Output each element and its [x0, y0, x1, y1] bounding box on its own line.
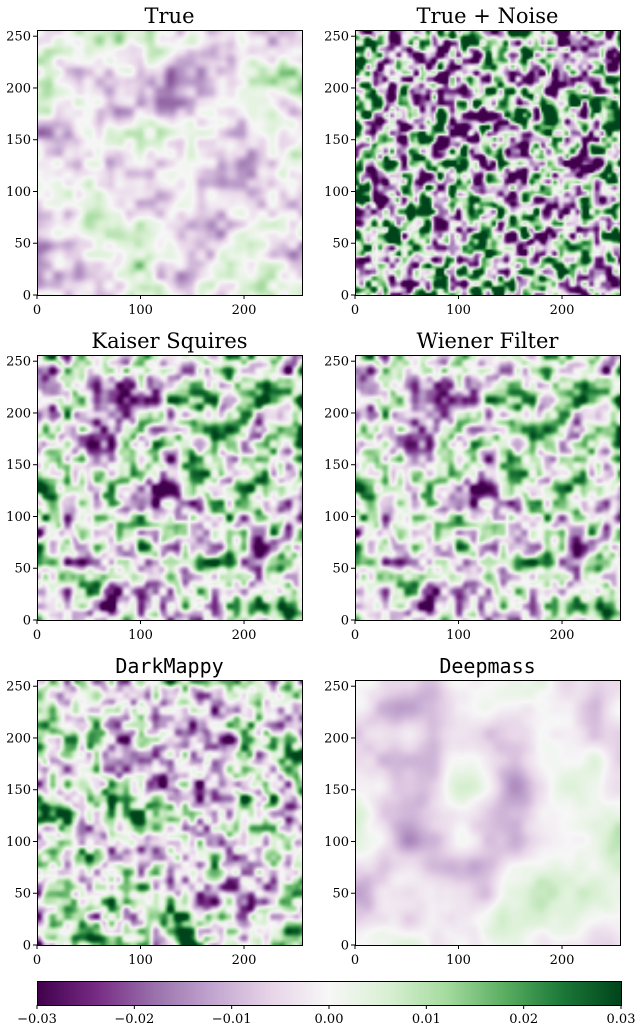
panel-true: True 0 100 200 0 50 100 150 200 250: [6, 4, 303, 318]
axes-frame: [37, 355, 303, 621]
colorbar-tick-label: −0.01: [212, 1012, 252, 1027]
x-tick-label: 200: [232, 303, 257, 318]
y-tick-label: 200: [6, 731, 31, 746]
y-tick-label: 250: [324, 680, 349, 695]
panel-deepmass: Deepmass 0 100 200 0 50 100 150 200 250: [324, 654, 621, 968]
y-tick-label: 50: [332, 237, 349, 252]
colorbar-tick-label: 0.03: [607, 1012, 636, 1027]
y-tick-label: 0: [341, 614, 349, 629]
x-tick-label: 200: [550, 953, 575, 968]
y-tick-label: 250: [6, 30, 31, 45]
y-tick-label: 150: [324, 133, 349, 148]
y-tick-label: 100: [324, 185, 349, 200]
y-tick-label: 200: [324, 81, 349, 96]
y-tick-label: 100: [6, 835, 31, 850]
heatmap-image: [355, 355, 620, 620]
x-tick-label: 100: [446, 303, 471, 318]
x-tick-label: 0: [351, 953, 359, 968]
y-tick-label: 200: [324, 731, 349, 746]
y-tick-label: 100: [6, 185, 31, 200]
panel-title: DarkMappy: [115, 654, 223, 678]
heatmap-image: [355, 680, 620, 945]
x-tick-label: 100: [128, 303, 153, 318]
axes-frame: [355, 30, 621, 296]
y-tick-label: 250: [324, 30, 349, 45]
y-tick-label: 250: [324, 355, 349, 370]
heatmap-image: [355, 30, 620, 295]
x-tick-label: 200: [550, 303, 575, 318]
x-tick-label: 100: [446, 953, 471, 968]
x-tick-label: 0: [33, 303, 41, 318]
x-tick-label: 200: [232, 953, 257, 968]
colorbar-tick-label: 0.00: [315, 1012, 344, 1027]
axes-frame: [355, 680, 621, 946]
panel-title: Wiener Filter: [417, 329, 560, 353]
y-tick-label: 150: [6, 783, 31, 798]
y-tick-label: 150: [6, 458, 31, 473]
y-tick-label: 0: [23, 614, 31, 629]
y-tick-label: 250: [6, 355, 31, 370]
x-tick-label: 0: [33, 628, 41, 643]
panel-title: Deepmass: [439, 654, 535, 678]
y-tick-label: 200: [6, 406, 31, 421]
colorbar-tick-label: −0.03: [17, 1012, 57, 1027]
x-tick-label: 100: [446, 628, 471, 643]
y-tick-label: 50: [14, 562, 31, 577]
colorbar-tick-label: 0.02: [509, 1012, 538, 1027]
x-tick-label: 200: [550, 628, 575, 643]
y-tick-label: 150: [324, 783, 349, 798]
y-tick-label: 0: [23, 289, 31, 304]
heatmap-image: [37, 355, 302, 620]
heatmap-image: [37, 680, 302, 945]
panels: True 0 100 200 0 50 100 150 200 250 True + Noise 0 1…: [6, 4, 621, 968]
y-tick-label: 50: [14, 237, 31, 252]
colorbar-tick-label: −0.02: [114, 1012, 154, 1027]
x-tick-label: 100: [128, 953, 153, 968]
y-tick-label: 150: [6, 133, 31, 148]
y-tick-label: 0: [341, 289, 349, 304]
colorbar: −0.03 −0.02 −0.01 0.00 0.01 0.02 0.03: [17, 981, 635, 1027]
y-tick-label: 200: [6, 81, 31, 96]
axes-frame: [37, 680, 303, 946]
panel-title: Kaiser Squires: [91, 329, 247, 353]
panel-wiener-filter: Wiener Filter 0 100 200 0 50 100 150 200 250: [324, 329, 621, 643]
panel-darkmappy: DarkMappy 0 100 200 0 50 100 150 200 250: [6, 654, 303, 968]
y-tick-label: 0: [341, 939, 349, 954]
y-tick-label: 0: [23, 939, 31, 954]
y-tick-label: 150: [324, 458, 349, 473]
y-tick-label: 100: [6, 510, 31, 525]
y-tick-label: 250: [6, 680, 31, 695]
panel-title: True + Noise: [417, 4, 559, 28]
y-tick-label: 200: [324, 406, 349, 421]
panel-true-noise: True + Noise 0 100 200 0 50 100 150 200 250: [324, 4, 621, 318]
axes-frame: [355, 355, 621, 621]
x-tick-label: 0: [351, 303, 359, 318]
heatmap-image: [37, 30, 302, 295]
y-tick-label: 100: [324, 835, 349, 850]
panel-kaiser-squires: Kaiser Squires 0 100 200 0 50 100 150 200 250: [6, 329, 303, 643]
x-tick-label: 100: [128, 628, 153, 643]
y-tick-label: 100: [324, 510, 349, 525]
x-tick-label: 200: [232, 628, 257, 643]
colorbar-tick-label: 0.01: [412, 1012, 441, 1027]
colorbar-gradient: [37, 981, 621, 1005]
panel-title: True: [145, 4, 195, 28]
y-tick-label: 50: [332, 562, 349, 577]
y-tick-label: 50: [332, 887, 349, 902]
x-tick-label: 0: [33, 953, 41, 968]
axes-frame: [37, 30, 303, 296]
x-tick-label: 0: [351, 628, 359, 643]
y-tick-label: 50: [14, 887, 31, 902]
